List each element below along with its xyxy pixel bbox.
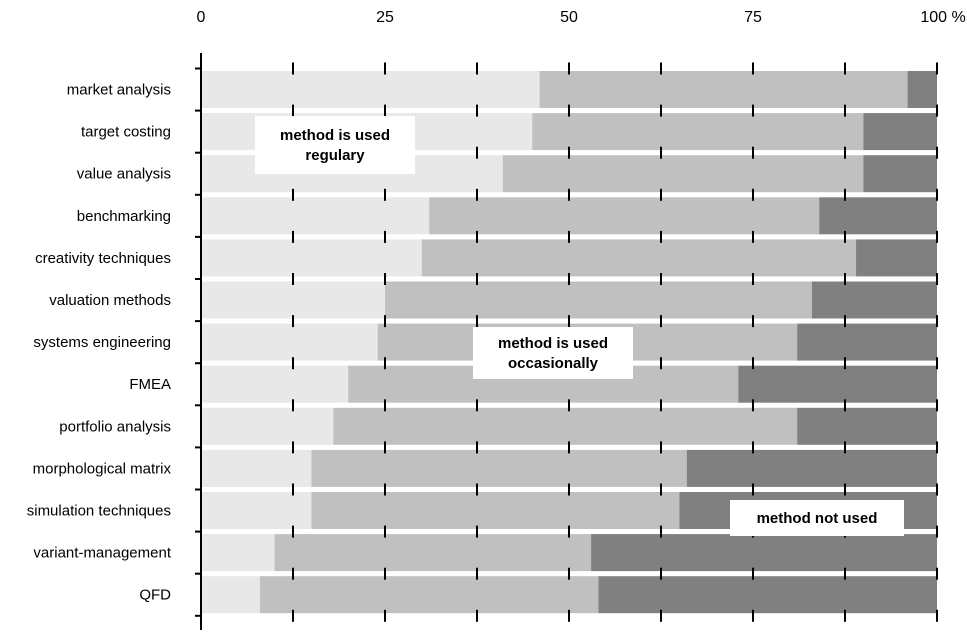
category-label: morphological matrix <box>33 460 172 477</box>
category-label: value analysis <box>77 166 171 183</box>
bar-segment <box>201 492 312 529</box>
bar-segment <box>598 576 937 614</box>
bar-segment <box>201 239 422 277</box>
category-label: market analysis <box>67 82 171 99</box>
annotation-box <box>473 327 633 379</box>
bar-segment <box>421 239 857 277</box>
x-tick-label: 0 <box>197 9 206 26</box>
bar-segment <box>863 113 937 151</box>
category-label: FMEA <box>129 376 171 393</box>
category-label: creativity techniques <box>35 250 171 267</box>
bar-segment <box>811 281 937 319</box>
bar-segment <box>385 281 812 319</box>
bar-segment <box>539 71 908 108</box>
annotation-label: method not used <box>757 510 878 527</box>
bar-segment <box>591 534 937 572</box>
bar-segment <box>201 71 540 108</box>
bar-segment <box>819 197 937 235</box>
category-label: target costing <box>81 124 171 141</box>
bar-segment <box>797 407 937 445</box>
bar-segment <box>738 365 937 403</box>
category-label: benchmarking <box>77 208 171 225</box>
bar-segment <box>311 449 687 487</box>
category-label: QFD <box>139 587 171 604</box>
annotation-label: occasionally <box>508 355 599 372</box>
annotations: method is used regulary method is used occa… <box>255 116 904 536</box>
bar-segment <box>201 449 312 487</box>
category-label: portfolio analysis <box>59 418 171 435</box>
bar-segment <box>907 71 937 108</box>
bar-segment <box>863 155 937 193</box>
category-label: simulation techniques <box>27 503 171 520</box>
category-label: systems engineering <box>33 334 171 351</box>
bar-segment <box>201 281 385 319</box>
bar-segment <box>856 239 937 277</box>
annotation-label: regulary <box>305 147 365 164</box>
bar-segment <box>333 407 798 445</box>
bar-segment <box>274 534 592 572</box>
bar-segment <box>201 197 430 235</box>
x-tick-label: 50 <box>560 9 578 26</box>
bars-group <box>201 71 937 614</box>
bar-segment <box>797 323 937 361</box>
bar-segment <box>201 576 260 614</box>
bar-segment <box>686 449 937 487</box>
annotation-box <box>730 500 904 536</box>
bar-segment <box>532 113 864 151</box>
bar-segment <box>259 576 599 614</box>
x-tick-label: 100 % <box>920 9 965 26</box>
bar-segment <box>429 197 820 235</box>
category-labels: market analysis target costing value analy… <box>27 82 172 604</box>
x-tick-labels: 0 25 50 75 100 % <box>197 9 966 26</box>
x-tick-label: 75 <box>744 9 762 26</box>
category-label: variant-management <box>33 545 171 562</box>
annotation-box <box>255 116 415 174</box>
annotation-label: method is used <box>498 335 608 352</box>
bar-segment <box>201 407 334 445</box>
bar-segment <box>502 155 864 193</box>
bar-segment <box>201 534 275 572</box>
annotation-label: method is used <box>280 127 390 144</box>
x-tick-label: 25 <box>376 9 394 26</box>
bar-segment <box>201 365 349 403</box>
category-label: valuation methods <box>49 292 171 309</box>
bar-segment <box>201 323 378 361</box>
bar-segment <box>311 492 680 529</box>
